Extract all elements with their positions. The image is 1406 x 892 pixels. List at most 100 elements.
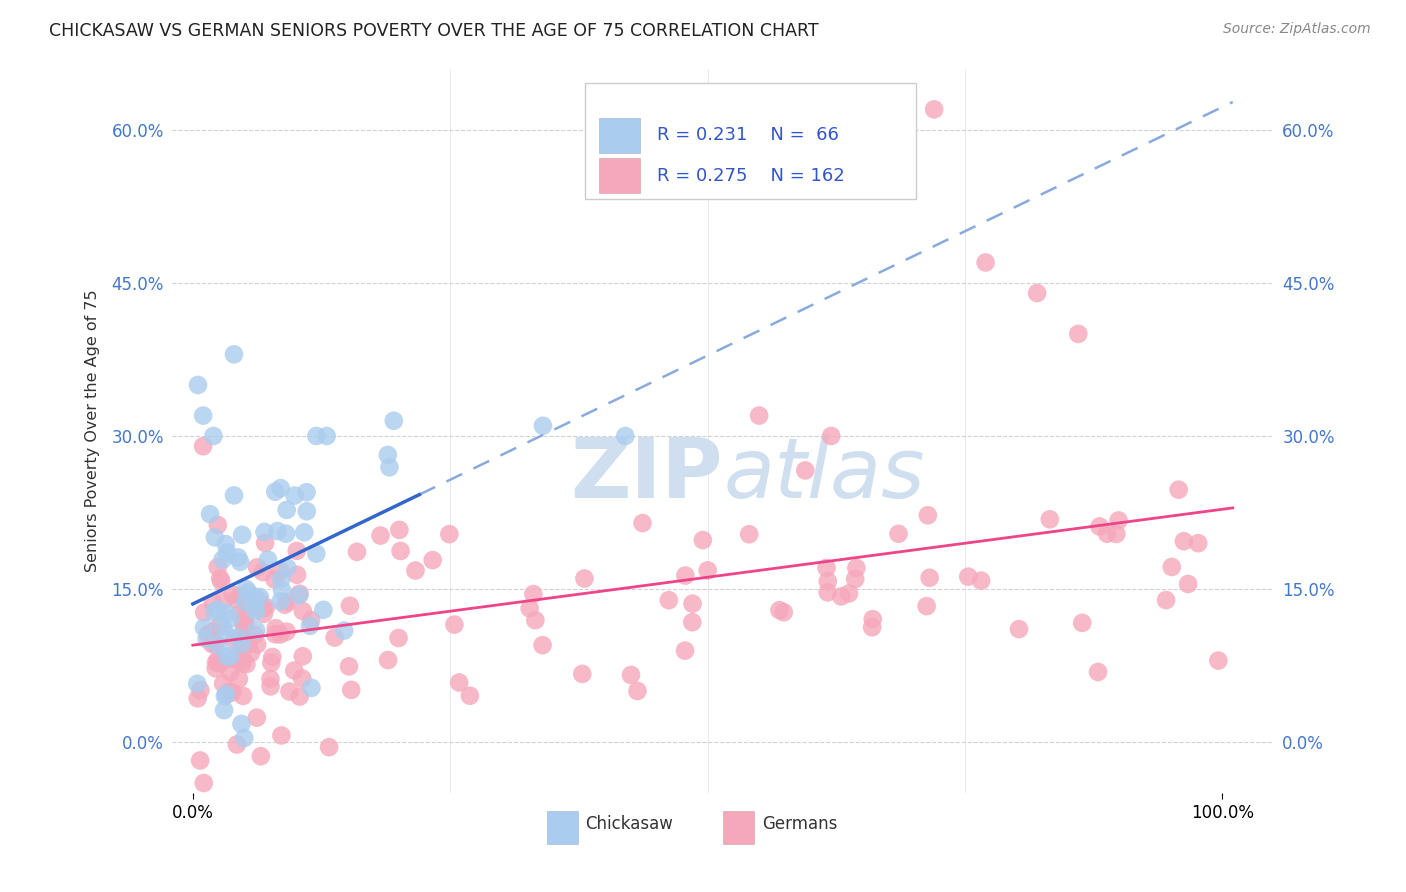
Bar: [547, 812, 578, 844]
Point: [377, 653, 399, 667]
Point: [323, 631, 346, 645]
Point: [682, 597, 704, 611]
Point: [1177, 577, 1199, 591]
Point: [233, 595, 256, 609]
Point: [270, 728, 292, 742]
Point: [862, 612, 884, 626]
Point: [389, 544, 412, 558]
Point: [228, 672, 250, 686]
Point: [253, 607, 276, 621]
Point: [1167, 483, 1189, 497]
Point: [574, 572, 596, 586]
Point: [245, 605, 267, 619]
Point: [524, 613, 547, 627]
Point: [217, 685, 239, 699]
Bar: [599, 159, 641, 194]
Point: [305, 547, 328, 561]
Point: [312, 603, 335, 617]
Point: [315, 429, 337, 443]
Text: CHICKASAW VS GERMAN SENIORS POVERTY OVER THE AGE OF 75 CORRELATION CHART: CHICKASAW VS GERMAN SENIORS POVERTY OVER…: [49, 22, 818, 40]
Point: [207, 602, 229, 616]
Point: [815, 561, 838, 575]
Point: [190, 683, 212, 698]
Point: [1208, 654, 1230, 668]
Point: [238, 637, 260, 651]
Point: [249, 594, 271, 608]
Point: [235, 582, 257, 596]
Point: [285, 567, 308, 582]
Point: [246, 638, 269, 652]
Point: [211, 552, 233, 566]
Point: [235, 615, 257, 630]
Point: [276, 561, 298, 575]
Point: [377, 448, 399, 462]
Text: atlas: atlas: [723, 434, 925, 515]
Point: [215, 649, 238, 664]
Point: [228, 607, 250, 622]
Point: [692, 533, 714, 547]
Point: [252, 565, 274, 579]
Point: [673, 568, 696, 582]
Point: [186, 677, 208, 691]
Point: [443, 617, 465, 632]
Point: [772, 605, 794, 619]
Text: ZIP: ZIP: [571, 434, 723, 515]
Text: Source: ZipAtlas.com: Source: ZipAtlas.com: [1223, 22, 1371, 37]
Point: [229, 555, 252, 569]
Point: [232, 689, 254, 703]
Point: [207, 638, 229, 652]
Point: [243, 628, 266, 642]
Point: [305, 429, 328, 443]
Point: [917, 508, 939, 523]
Point: [276, 624, 298, 639]
Point: [204, 661, 226, 675]
Point: [299, 619, 322, 633]
Point: [263, 573, 285, 587]
Point: [794, 463, 817, 477]
Point: [291, 649, 314, 664]
Point: [681, 615, 703, 630]
Point: [266, 524, 288, 538]
Point: [201, 637, 224, 651]
Point: [204, 530, 226, 544]
Point: [283, 664, 305, 678]
Point: [188, 754, 211, 768]
Point: [404, 564, 426, 578]
Point: [245, 590, 267, 604]
Point: [243, 601, 266, 615]
Point: [222, 347, 245, 361]
Point: [259, 672, 281, 686]
Point: [340, 682, 363, 697]
Point: [270, 572, 292, 586]
Point: [195, 632, 218, 646]
Point: [233, 631, 256, 645]
Point: [285, 544, 308, 558]
Point: [531, 638, 554, 652]
Point: [219, 648, 242, 663]
Point: [271, 583, 294, 598]
Point: [264, 621, 287, 635]
Point: [1105, 527, 1128, 541]
Point: [571, 666, 593, 681]
Point: [288, 587, 311, 601]
Point: [240, 646, 263, 660]
Point: [215, 545, 238, 559]
Point: [519, 601, 541, 615]
Point: [1071, 615, 1094, 630]
Point: [291, 604, 314, 618]
Point: [215, 627, 238, 641]
Point: [238, 585, 260, 599]
Point: [292, 525, 315, 540]
Point: [231, 645, 253, 659]
Point: [225, 592, 247, 607]
Point: [202, 624, 225, 639]
Point: [264, 627, 287, 641]
Point: [208, 618, 231, 632]
Point: [231, 657, 253, 671]
Point: [212, 593, 235, 607]
Point: [193, 621, 215, 635]
Point: [838, 586, 860, 600]
Point: [277, 595, 299, 609]
Text: R = 0.231    N =  66: R = 0.231 N = 66: [657, 126, 839, 145]
Point: [212, 676, 235, 690]
